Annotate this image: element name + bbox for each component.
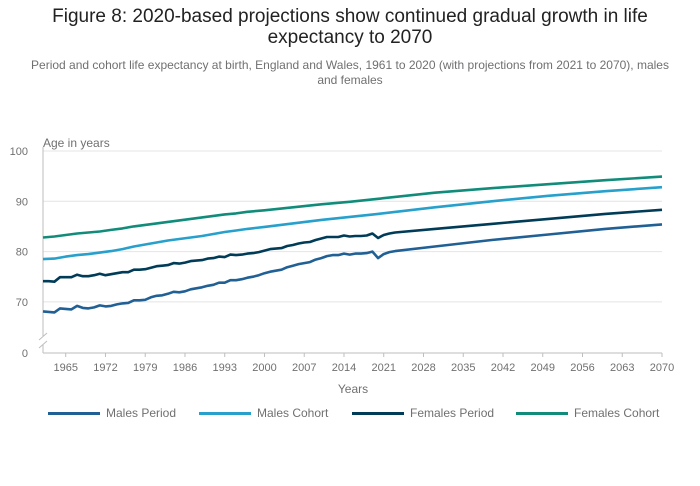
- legend-swatch-females-cohort: [516, 411, 568, 415]
- y-axis-label: Age in years: [43, 136, 110, 150]
- legend-item-males-cohort[interactable]: Males Cohort: [199, 406, 328, 420]
- series-lines: [42, 175, 663, 314]
- x-tick-label: 2056: [570, 362, 594, 374]
- y-tick-label: 100: [10, 146, 28, 158]
- legend-label: Males Period: [106, 406, 177, 420]
- x-tick-label: 2014: [332, 362, 356, 374]
- legend-swatch-males-cohort: [199, 411, 251, 415]
- legend-item-females-period[interactable]: Females Period: [352, 406, 494, 420]
- tick-labels: 0 70 80 90 100 1965 1972 1979 1986 1993 2000 2007 20…: [10, 146, 675, 374]
- x-tick-label: 1993: [212, 362, 236, 374]
- x-tick-label: 2028: [411, 362, 435, 374]
- y-tick-label: 70: [16, 297, 28, 309]
- x-tick-label: 1965: [53, 362, 77, 374]
- legend-item-females-cohort[interactable]: Females Cohort: [516, 406, 659, 420]
- series-line-males-period: [42, 223, 663, 314]
- x-tick-label: 2049: [531, 362, 555, 374]
- x-tick-label: 2042: [491, 362, 515, 374]
- axis-break-mark: [38, 332, 48, 341]
- x-tick-label: 2070: [650, 362, 674, 374]
- x-tick-label: 2035: [451, 362, 475, 374]
- y-tick-label: 0: [22, 348, 28, 360]
- series-line-females-cohort: [42, 175, 663, 239]
- x-tick-label: 1972: [93, 362, 117, 374]
- x-tick-label: 2021: [371, 362, 395, 374]
- chart-title: Figure 8: 2020-based projections show co…: [52, 6, 648, 48]
- series-line-males-cohort: [42, 185, 663, 261]
- legend-label: Females Cohort: [574, 406, 660, 420]
- axes: [38, 147, 663, 357]
- legend-swatch-males-period: [48, 411, 100, 415]
- x-tick-label: 2063: [610, 362, 634, 374]
- legend-label: Females Period: [410, 406, 495, 420]
- x-tick-label: 2007: [292, 362, 316, 374]
- y-tick-label: 80: [16, 247, 28, 259]
- chart-subtitle: Period and cohort life expectancy at bir…: [31, 58, 669, 87]
- axis-break-mark: [38, 340, 48, 349]
- legend-label: Males Cohort: [257, 406, 329, 420]
- legend: Males Period Males Cohort Females Period…: [0, 406, 700, 426]
- x-tick-label: 1979: [133, 362, 157, 374]
- x-tick-label: 1986: [173, 362, 197, 374]
- line-chart: 0 70 80 90 100 1965 1972 1979 1986 1993 2000 2007 20…: [10, 136, 675, 396]
- x-tick-label: 2000: [252, 362, 276, 374]
- legend-item-males-period[interactable]: Males Period: [48, 406, 176, 420]
- legend-swatch-females-period: [352, 411, 404, 415]
- series-line-females-period: [43, 208, 663, 283]
- x-axis-label: Years: [338, 382, 368, 396]
- y-tick-label: 90: [16, 196, 28, 208]
